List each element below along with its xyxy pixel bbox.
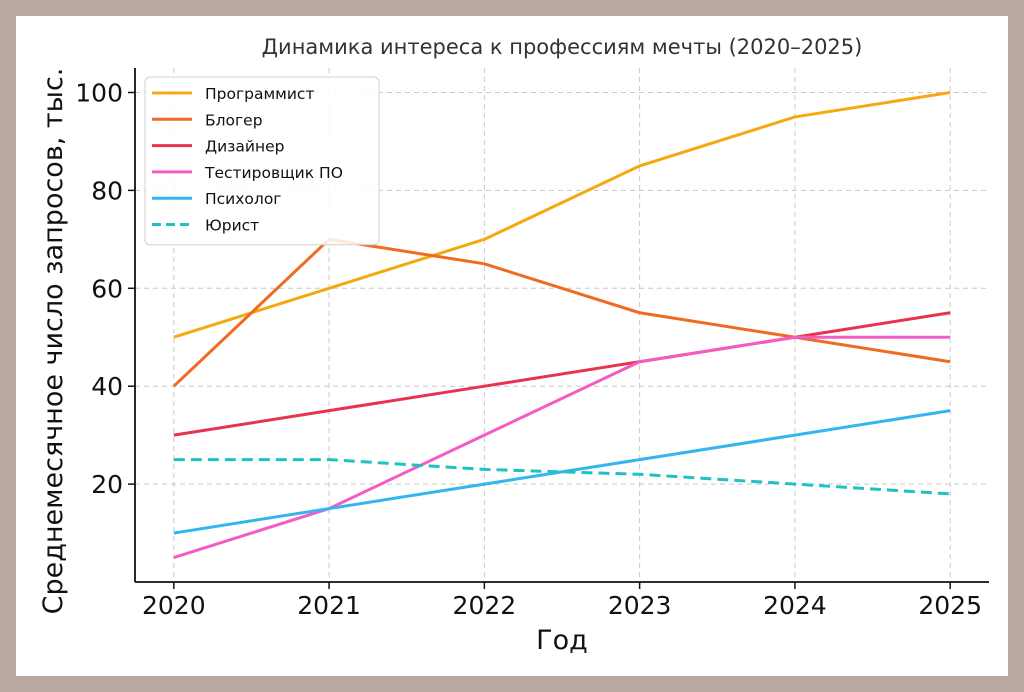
legend-label: Юрист xyxy=(205,217,259,235)
legend-label: Программист xyxy=(205,85,314,103)
x-ticks: 2020 2021 2022 2023 2024 2025 xyxy=(142,582,982,620)
y-tick-label: 40 xyxy=(91,372,123,401)
y-tick-label: 20 xyxy=(91,470,123,499)
legend-label: Блогер xyxy=(205,111,263,129)
series-group xyxy=(172,90,951,559)
chart-title: Динамика интереса к профессиям мечты (20… xyxy=(262,35,863,59)
x-tick-label: 2022 xyxy=(453,591,517,620)
chart-card: Динамика интереса к профессиям мечты (20… xyxy=(16,16,1008,676)
series-line-3 xyxy=(173,311,951,437)
x-tick-label: 2023 xyxy=(608,591,672,620)
x-tick-label: 2024 xyxy=(763,591,827,620)
y-ticks: 20 40 60 80 100 xyxy=(75,78,135,499)
x-tick-label: 2021 xyxy=(297,591,361,620)
legend-label: Психолог xyxy=(205,190,281,208)
legend-label: Дизайнер xyxy=(205,138,285,156)
series-line-6 xyxy=(173,458,951,496)
series-line-1 xyxy=(173,90,951,339)
axes xyxy=(134,68,989,583)
x-tick-label: 2020 xyxy=(142,591,206,620)
series-line-4 xyxy=(173,335,951,559)
line-chart: Динамика интереса к профессиям мечты (20… xyxy=(38,35,989,656)
legend-box xyxy=(144,76,380,246)
y-tick-label: 100 xyxy=(75,78,123,107)
x-tick-label: 2025 xyxy=(918,591,982,620)
y-tick-label: 80 xyxy=(91,176,123,205)
legend-label: Тестировщик ПО xyxy=(204,164,343,182)
x-axis-label: Год xyxy=(536,625,588,656)
series-line-2 xyxy=(172,237,951,388)
series-line-5 xyxy=(173,409,951,535)
y-axis-label: Среднемесячное число запросов, тыс. xyxy=(38,68,69,615)
y-tick-label: 60 xyxy=(91,274,123,303)
legend: Программист Блогер Дизайнер Тестировщик ПО П… xyxy=(144,76,380,246)
